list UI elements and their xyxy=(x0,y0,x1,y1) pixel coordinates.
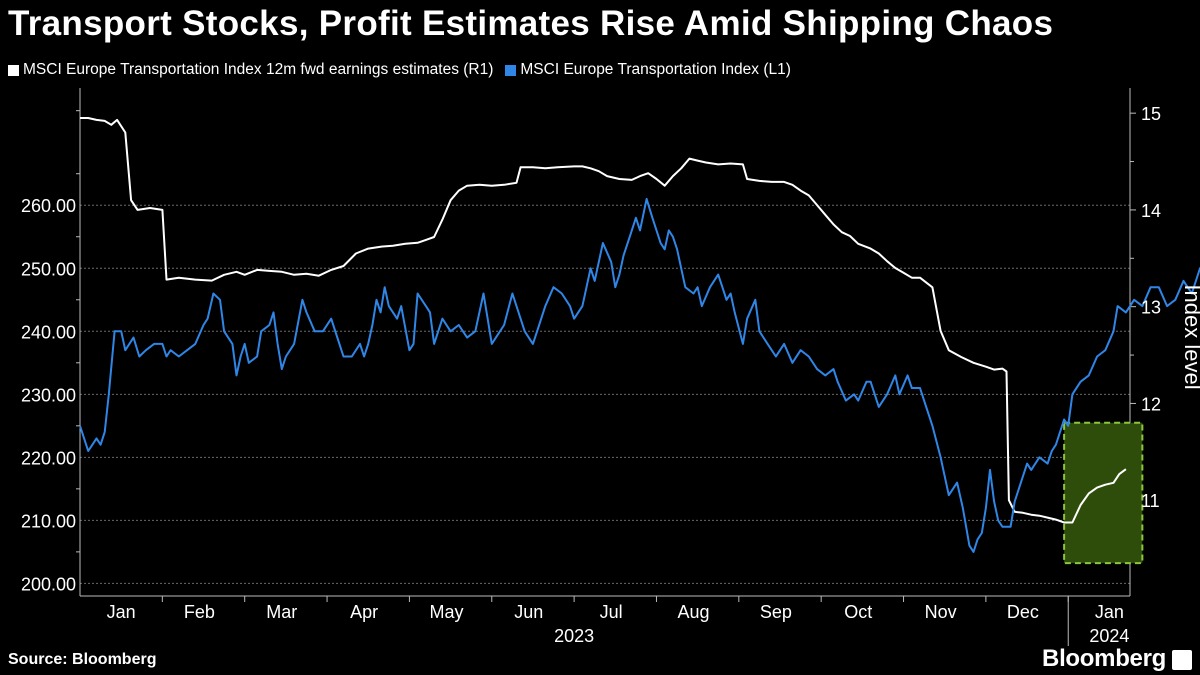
month-label: Jan xyxy=(1095,602,1124,622)
axes xyxy=(76,88,1136,646)
right-tick-label: 15 xyxy=(1141,104,1161,124)
left-tick-label: 250.00 xyxy=(21,259,76,279)
highlight-region xyxy=(1063,421,1144,565)
right-tick-label: 11 xyxy=(1141,491,1160,511)
month-label: Aug xyxy=(678,602,710,622)
left-tick-label: 220.00 xyxy=(21,448,76,468)
chart-title: Transport Stocks, Profit Estimates Rise … xyxy=(8,4,1054,43)
legend-label-index: MSCI Europe Transportation Index (L1) xyxy=(520,61,791,78)
series-line-index xyxy=(79,197,1200,553)
month-label: May xyxy=(429,602,463,622)
month-label: Oct xyxy=(844,602,872,622)
month-label: Apr xyxy=(350,602,378,622)
bloomberg-icon xyxy=(1172,650,1192,670)
source-note: Source: Bloomberg xyxy=(8,651,157,668)
left-tick-label: 200.00 xyxy=(21,574,76,594)
left-tick-label: 210.00 xyxy=(21,511,76,531)
right-axis-title: Index level xyxy=(1180,284,1200,389)
legend-swatch-earnings xyxy=(8,64,19,76)
right-tick-label: 13 xyxy=(1141,298,1161,318)
left-tick-label: 240.00 xyxy=(21,322,76,342)
month-label: Jan xyxy=(107,602,136,622)
tick-labels: 200.00 210.00 220.00 230.00 240.00 250.00 260.… xyxy=(21,104,1200,646)
month-label: Nov xyxy=(925,602,957,622)
highlight-box xyxy=(1063,421,1144,565)
series-lines xyxy=(79,117,1200,553)
legend-item-index[interactable]: MSCI Europe Transportation Index (L1) xyxy=(505,61,791,79)
right-tick-label: 14 xyxy=(1141,201,1161,221)
legend-swatch-index xyxy=(505,64,517,76)
brand-logo: Bloomberg xyxy=(1042,645,1166,672)
left-tick-label: 230.00 xyxy=(21,385,76,405)
legend-item-earnings[interactable]: MSCI Europe Transportation Index 12m fwd… xyxy=(8,61,493,79)
right-tick-label: 12 xyxy=(1141,394,1161,414)
month-label: Mar xyxy=(266,602,297,622)
series-line-earnings xyxy=(80,117,1127,524)
year-label: 2023 xyxy=(554,626,594,646)
month-label: Jul xyxy=(600,602,623,622)
month-label: Dec xyxy=(1007,602,1039,622)
month-label: Feb xyxy=(184,602,215,622)
month-label: Sep xyxy=(760,602,792,622)
month-label: Jun xyxy=(514,602,543,622)
legend: MSCI Europe Transportation Index 12m fwd… xyxy=(8,61,803,79)
legend-label-earnings: MSCI Europe Transportation Index 12m fwd… xyxy=(23,61,494,78)
left-tick-label: 260.00 xyxy=(21,196,76,216)
year-label: 2024 xyxy=(1089,626,1129,646)
gridlines xyxy=(80,204,1130,584)
